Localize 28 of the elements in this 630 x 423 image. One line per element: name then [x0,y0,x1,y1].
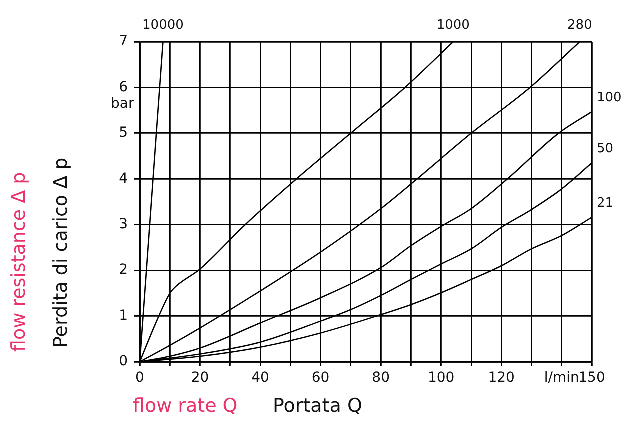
series-label: 10000 [142,18,184,33]
x-tick-label: 80 [372,370,390,386]
x-tick-label: 40 [252,370,270,386]
x-axis-title: Portata Q [273,395,362,417]
x-tick-label: 100 [428,370,455,386]
series-label: 50 [597,142,614,157]
y-tick-label: 1 [119,308,128,324]
x-tick-label: 60 [312,370,330,386]
x-tick-label: 120 [488,370,515,386]
y-tick-label: 4 [119,170,128,187]
y-tick-label: 7 [119,34,128,50]
x-tick-label: 0 [136,370,144,386]
series-label: 1000 [436,18,470,33]
y-tick-label: 2 [119,262,128,278]
text: bar [111,96,134,112]
series-label: 21 [597,196,614,211]
y-tick-label: 5 [119,125,128,142]
x-tick-label: l/min [544,370,580,386]
y-tick-label: 0 [119,354,128,370]
text: flow rate Q [133,395,238,417]
series-label: 280 [568,18,592,33]
series-label: 100 [597,90,622,106]
x-tick-label: 150 [578,370,606,386]
y-axis-title: Perdita di carico Δ p [50,158,72,348]
text: flow resistance Δ p [8,172,30,352]
y-tick-label: 6 [119,79,128,96]
x-tick-label: 20 [191,370,210,386]
y-tick-label: 3 [119,216,128,232]
